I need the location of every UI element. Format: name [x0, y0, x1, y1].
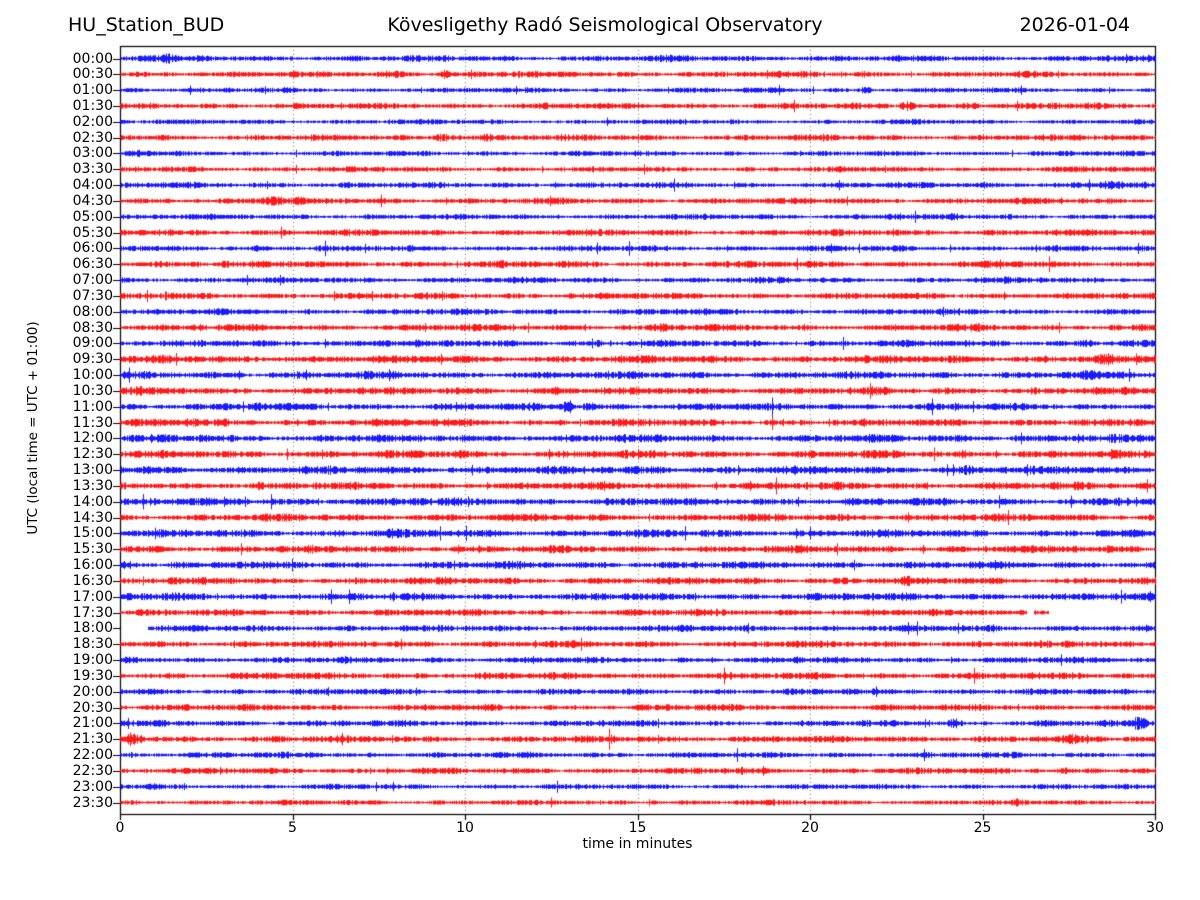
y-tick-label: 09:30 [72, 351, 113, 368]
y-tick-label: 21:00 [72, 715, 113, 732]
y-tick-label: 11:00 [72, 398, 113, 415]
y-tick-label: 08:30 [72, 319, 113, 336]
y-tick-label: 02:30 [72, 129, 113, 146]
x-tick-label: 30 [1146, 820, 1164, 836]
y-tick-label: 18:00 [72, 620, 113, 637]
observatory-title: Kövesligethy Radó Seismological Observat… [387, 14, 823, 36]
y-tick-label: 09:00 [72, 335, 113, 352]
x-tick-label: 20 [801, 820, 819, 836]
y-tick-label: 19:30 [72, 667, 113, 684]
y-tick-label: 01:30 [72, 97, 113, 114]
y-tick-label: 16:00 [72, 557, 113, 574]
y-tick-label: 23:00 [72, 778, 113, 795]
y-tick-label: 15:00 [72, 525, 113, 542]
y-tick-label: 22:00 [72, 747, 113, 763]
y-tick-label: 07:00 [72, 272, 113, 289]
y-tick-label: 22:30 [72, 762, 113, 779]
y-tick-label: 19:00 [72, 652, 113, 669]
y-tick-label: 00:00 [72, 50, 113, 67]
y-tick-label: 07:30 [72, 287, 113, 304]
y-tick-label: 03:00 [72, 145, 113, 162]
y-tick-label: 03:30 [72, 161, 113, 178]
station-title: HU_Station_BUD [68, 14, 225, 36]
y-tick-label: 04:00 [72, 177, 113, 194]
x-tick-label: 15 [628, 820, 647, 836]
y-tick-label: 20:30 [72, 699, 113, 716]
y-tick-label: 05:30 [72, 224, 113, 241]
y-tick-label: 23:30 [72, 794, 113, 811]
x-tick-label: 5 [288, 820, 297, 836]
y-tick-label: 20:00 [72, 683, 113, 700]
date-label: 2026-01-04 [1019, 14, 1130, 36]
y-tick-label: 10:00 [72, 367, 113, 384]
y-tick-label: 21:30 [72, 731, 113, 748]
y-tick-label: 16:30 [72, 572, 113, 589]
y-tick-label: 04:30 [72, 192, 113, 209]
y-tick-label: 00:30 [72, 66, 113, 83]
y-tick-label: 12:00 [72, 430, 113, 447]
y-tick-label: 14:30 [72, 509, 113, 526]
y-tick-label: 14:00 [72, 493, 113, 510]
y-tick-label: 15:30 [72, 541, 113, 558]
y-tick-label: 06:30 [72, 256, 113, 273]
y-tick-label: 17:00 [72, 588, 113, 605]
y-tick-label: 05:00 [72, 208, 113, 225]
y-tick-label: 08:00 [72, 303, 113, 320]
y-tick-label: 06:00 [72, 240, 113, 257]
x-tick-label: 0 [115, 820, 125, 836]
y-tick-label: 18:30 [72, 636, 113, 653]
y-tick-label: 17:30 [72, 604, 113, 621]
y-tick-label: 13:00 [72, 462, 113, 479]
x-axis-label: time in minutes [582, 836, 693, 852]
x-tick-label: 10 [456, 820, 474, 836]
y-tick-label: 13:30 [72, 477, 113, 494]
y-tick-label: 10:30 [72, 382, 113, 399]
y-tick-label: 02:00 [72, 113, 113, 130]
y-tick-label: 01:00 [72, 82, 113, 99]
y-tick-label: 11:30 [72, 414, 113, 431]
x-tick-label: 25 [973, 820, 992, 836]
y-tick-label: 12:30 [72, 446, 113, 463]
